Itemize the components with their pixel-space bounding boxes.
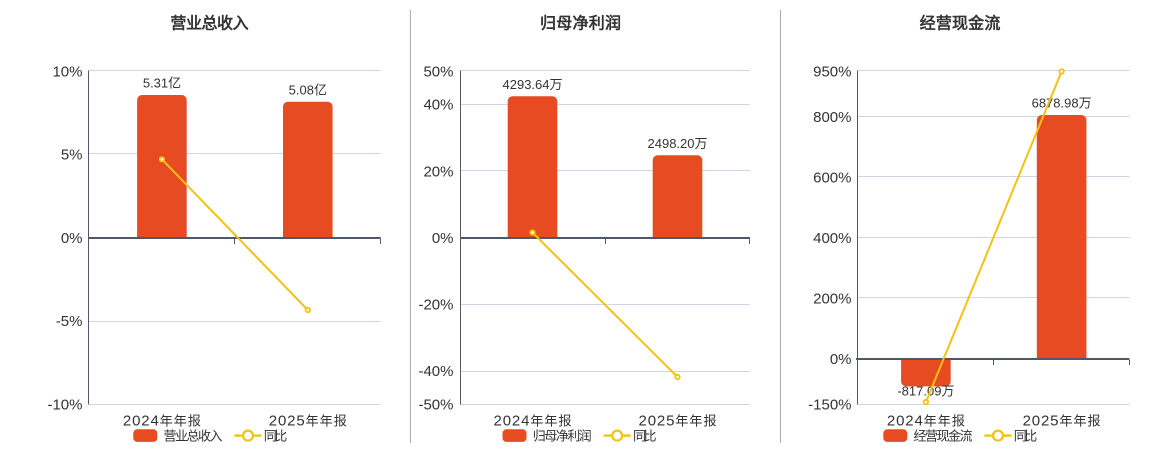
svg-text:2024年年报: 2024年年报 [887,412,965,429]
svg-text:营业总收入: 营业总收入 [170,14,248,33]
svg-text:200%: 200% [813,290,851,307]
svg-text:800%: 800% [813,109,851,126]
svg-text:-5%: -5% [56,313,83,330]
svg-text:2024年年报: 2024年年报 [494,412,572,429]
svg-text:950%: 950% [813,63,851,80]
svg-text:-10%: -10% [47,396,82,413]
svg-text:600%: 600% [813,169,851,186]
svg-text:5%: 5% [61,147,83,164]
svg-text:-20%: -20% [418,297,453,314]
svg-text:400%: 400% [813,230,851,247]
svg-text:经营现金流: 经营现金流 [920,14,1001,33]
svg-text:2024年年报: 2024年年报 [123,412,201,429]
svg-text:50%: 50% [423,63,453,80]
svg-text:4293.64万: 4293.64万 [503,77,563,92]
svg-text:归母净利润: 归母净利润 [533,428,592,443]
svg-text:2498.20万: 2498.20万 [648,136,708,151]
svg-text:40%: 40% [423,97,453,114]
svg-text:0%: 0% [432,230,454,247]
svg-text:2025年年报: 2025年年报 [269,412,347,429]
svg-text:归母净利润: 归母净利润 [540,14,621,33]
svg-text:2025年年报: 2025年年报 [1023,412,1101,429]
svg-text:经营现金流: 经营现金流 [914,428,973,443]
svg-text:营业总收入: 营业总收入 [164,428,223,443]
svg-text:0%: 0% [61,230,83,247]
svg-text:0%: 0% [830,351,852,368]
svg-text:2025年年报: 2025年年报 [639,412,717,429]
svg-text:6878.98万: 6878.98万 [1032,96,1092,111]
svg-text:5.08亿: 5.08亿 [289,82,327,97]
svg-text:-150%: -150% [808,396,851,413]
svg-text:20%: 20% [423,163,453,180]
svg-text:同比: 同比 [633,428,657,443]
svg-text:10%: 10% [52,63,82,80]
svg-text:-817.09万: -817.09万 [897,383,954,398]
svg-text:-40%: -40% [418,363,453,380]
svg-text:同比: 同比 [264,428,288,443]
svg-text:5.31亿: 5.31亿 [143,76,181,91]
svg-text:同比: 同比 [1014,428,1038,443]
svg-text:-50%: -50% [418,396,453,413]
